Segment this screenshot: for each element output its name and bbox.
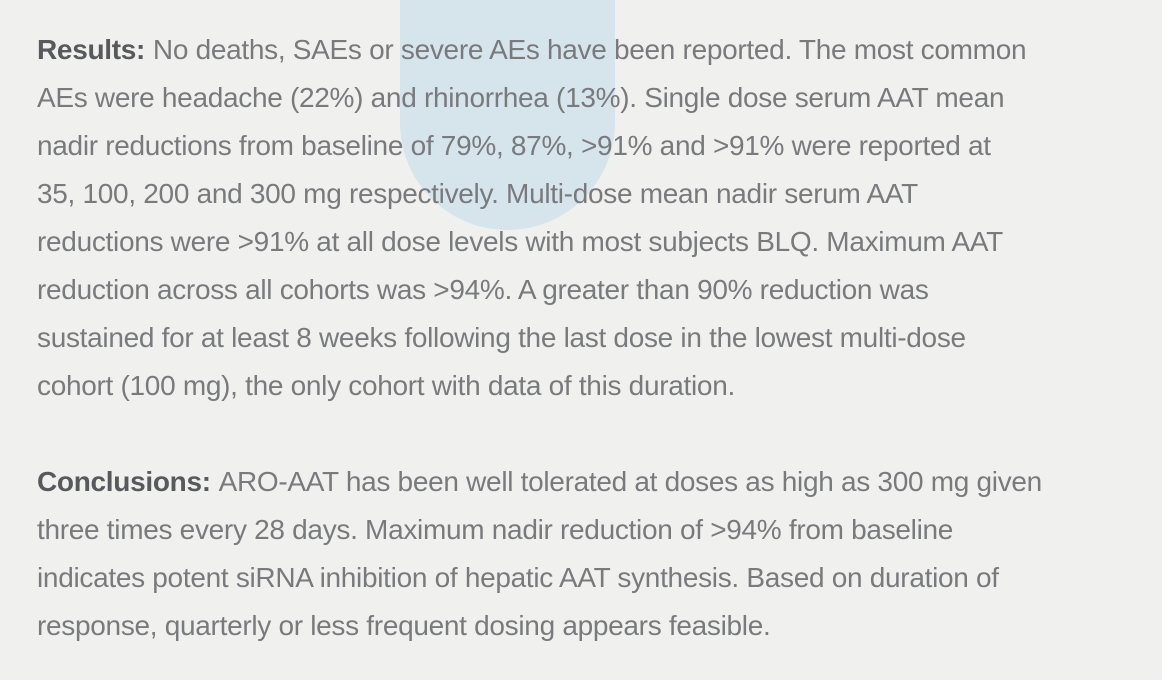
results-line-2: AEs were headache (22%) and rhinorrhea (… [37, 82, 1005, 113]
results-line-4: 35, 100, 200 and 300 mg respectively. Mu… [37, 178, 918, 209]
results-line-7: sustained for at least 8 weeks following… [37, 322, 966, 353]
results-line-5: reductions were >91% at all dose levels … [37, 226, 1003, 257]
conclusions-line-4: response, quarterly or less frequent dos… [37, 610, 771, 641]
results-line-8: cohort (100 mg), the only cohort with da… [37, 370, 735, 401]
conclusions-label: Conclusions: [37, 466, 211, 497]
results-line-1-text: No deaths, SAEs or severe AEs have been … [152, 34, 1027, 65]
results-line-6: reduction across all cohorts was >94%. A… [37, 274, 929, 305]
results-label: Results: [37, 34, 146, 65]
results-line-1: Results: No deaths, SAEs or severe AEs ha… [37, 26, 1142, 74]
conclusions-line-1-text: ARO-AAT has been well tolerated at doses… [218, 466, 1043, 497]
results-line-3: nadir reductions from baseline of 79%, 8… [37, 130, 991, 161]
decorative-pill-shape [400, 0, 615, 230]
conclusions-line-3: indicates potent siRNA inhibition of hep… [37, 562, 999, 593]
conclusions-line-2: three times every 28 days. Maximum nadir… [37, 514, 954, 545]
abstract-text: Results: No deaths, SAEs or severe AEs ha… [37, 26, 1142, 650]
conclusions-line-1: Conclusions: ARO-AAT has been well tolera… [37, 458, 1142, 506]
conclusions-paragraph: Conclusions: ARO-AAT has been well tolera… [37, 458, 1142, 650]
results-paragraph: Results: No deaths, SAEs or severe AEs ha… [37, 26, 1142, 410]
